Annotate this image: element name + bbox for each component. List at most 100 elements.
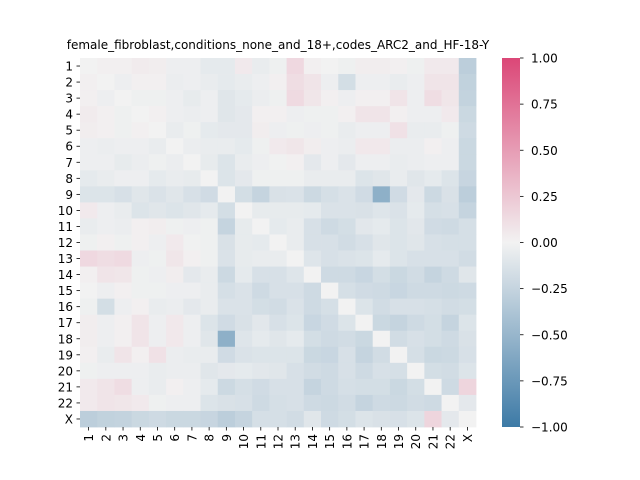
heatmap-cell-8-21 <box>424 170 442 187</box>
heatmap-cell-1-19 <box>389 58 408 75</box>
heatmap-cell-11-6 <box>166 218 184 235</box>
heatmap-cell-15-6 <box>166 282 184 300</box>
heatmap-cell-22-6 <box>166 394 184 412</box>
heatmap-cell-18-20 <box>407 330 425 348</box>
heatmap-cell-13-5 <box>148 250 167 267</box>
heatmap-cell-14-9 <box>217 266 236 284</box>
column-tick-label: 2 <box>99 434 113 442</box>
colorbar-tick-label: −1.00 <box>531 421 568 435</box>
heatmap-cell-14-3 <box>114 266 133 284</box>
heatmap-cell-15-22 <box>441 282 460 300</box>
heatmap-cell-20-4 <box>131 362 150 380</box>
heatmap-cell-12-22 <box>441 234 460 251</box>
heatmap-cell-1-13 <box>286 58 305 75</box>
heatmap-cell-8-4 <box>131 170 150 187</box>
heatmap-cell-16-9 <box>217 298 236 316</box>
heatmap-cell-11-19 <box>389 218 408 235</box>
heatmap-cell-6-13 <box>286 138 305 155</box>
heatmap-cell-1-2 <box>97 58 115 75</box>
heatmap-cell-12-15 <box>321 234 339 251</box>
heatmap-cell-12-9 <box>217 234 236 251</box>
heatmap-cell-7-16 <box>338 154 356 171</box>
heatmap-cell-11-4 <box>131 218 150 235</box>
heatmap-cell-18-8 <box>200 330 219 348</box>
heatmap-cell-15-19 <box>389 282 408 300</box>
heatmap-cell-20-17 <box>355 362 374 380</box>
heatmap-cell-17-2 <box>97 314 115 332</box>
heatmap-cell-3-22 <box>441 90 460 107</box>
heatmap-cell-9-15 <box>321 186 339 203</box>
heatmap-cell-14-18 <box>372 266 391 284</box>
heatmap-cell-11-5 <box>148 218 167 235</box>
heatmap-cell-X-2 <box>97 410 115 428</box>
heatmap-cell-X-19 <box>389 410 408 428</box>
heatmap-cell-21-2 <box>97 378 115 396</box>
heatmap-cell-14-21 <box>424 266 442 284</box>
row-tick-label: 17 <box>58 316 73 330</box>
colorbar-tick-label: −0.75 <box>531 374 568 388</box>
heatmap-cell-17-6 <box>166 314 184 332</box>
heatmap-cell-9-12 <box>269 186 288 203</box>
heatmap-cell-X-11 <box>252 410 270 428</box>
heatmap-cell-13-1 <box>80 250 98 267</box>
row-tick-label: 11 <box>58 220 73 234</box>
heatmap-cell-13-21 <box>424 250 442 267</box>
heatmap-cell-9-2 <box>97 186 115 203</box>
heatmap-cell-3-15 <box>321 90 339 107</box>
heatmap-cell-7-11 <box>252 154 270 171</box>
heatmap-cell-1-3 <box>114 58 133 75</box>
heatmap-cell-16-18 <box>372 298 391 316</box>
heatmap-cell-X-8 <box>200 410 219 428</box>
heatmap-cell-2-X <box>458 74 477 91</box>
heatmap-cell-3-2 <box>97 90 115 107</box>
heatmap-cell-4-11 <box>252 106 270 123</box>
heatmap-cell-9-19 <box>389 186 408 203</box>
heatmap-cell-20-16 <box>338 362 356 380</box>
heatmap-cell-1-22 <box>441 58 460 75</box>
heatmap-cell-2-19 <box>389 74 408 91</box>
heatmap-cell-3-9 <box>217 90 236 107</box>
heatmap-cell-17-16 <box>338 314 356 332</box>
heatmap-cell-18-21 <box>424 330 442 348</box>
heatmap-cell-7-20 <box>407 154 425 171</box>
heatmap-cell-2-4 <box>131 74 150 91</box>
heatmap-cell-5-19 <box>389 122 408 139</box>
heatmap-cell-11-2 <box>97 218 115 235</box>
heatmap-cell-17-22 <box>441 314 460 332</box>
heatmap-cell-14-2 <box>97 266 115 284</box>
heatmap-cell-14-20 <box>407 266 425 284</box>
heatmap-cell-X-9 <box>217 410 236 428</box>
heatmap-cell-21-17 <box>355 378 374 396</box>
heatmap-cell-8-2 <box>97 170 115 187</box>
heatmap-cell-17-12 <box>269 314 288 332</box>
heatmap-cell-13-3 <box>114 250 133 267</box>
heatmap-cell-19-22 <box>441 346 460 364</box>
heatmap-cell-3-X <box>458 90 477 107</box>
heatmap-cell-12-18 <box>372 234 391 251</box>
heatmap-cell-4-X <box>458 106 477 123</box>
row-tick-label: 21 <box>58 380 73 394</box>
heatmap-cell-20-8 <box>200 362 219 380</box>
heatmap-cell-1-15 <box>321 58 339 75</box>
heatmap-cell-14-12 <box>269 266 288 284</box>
row-tick-label: 2 <box>65 76 73 90</box>
heatmap-cell-2-8 <box>200 74 219 91</box>
heatmap-cell-10-11 <box>252 202 270 219</box>
heatmap-cell-6-15 <box>321 138 339 155</box>
heatmap-cell-2-11 <box>252 74 270 91</box>
heatmap-cell-3-3 <box>114 90 133 107</box>
heatmap-cell-12-8 <box>200 234 219 251</box>
heatmap-cell-11-21 <box>424 218 442 235</box>
heatmap-cell-2-14 <box>303 74 322 91</box>
heatmap-cell-6-22 <box>441 138 460 155</box>
heatmap-cell-18-2 <box>97 330 115 348</box>
heatmap-cell-17-3 <box>114 314 133 332</box>
heatmap-cell-6-10 <box>234 138 253 155</box>
heatmap-cell-11-18 <box>372 218 391 235</box>
heatmap-cell-22-19 <box>389 394 408 412</box>
heatmap-cell-14-16 <box>338 266 356 284</box>
heatmap-cell-9-11 <box>252 186 270 203</box>
heatmap-cell-2-17 <box>355 74 374 91</box>
row-tick-label: 20 <box>58 364 73 378</box>
